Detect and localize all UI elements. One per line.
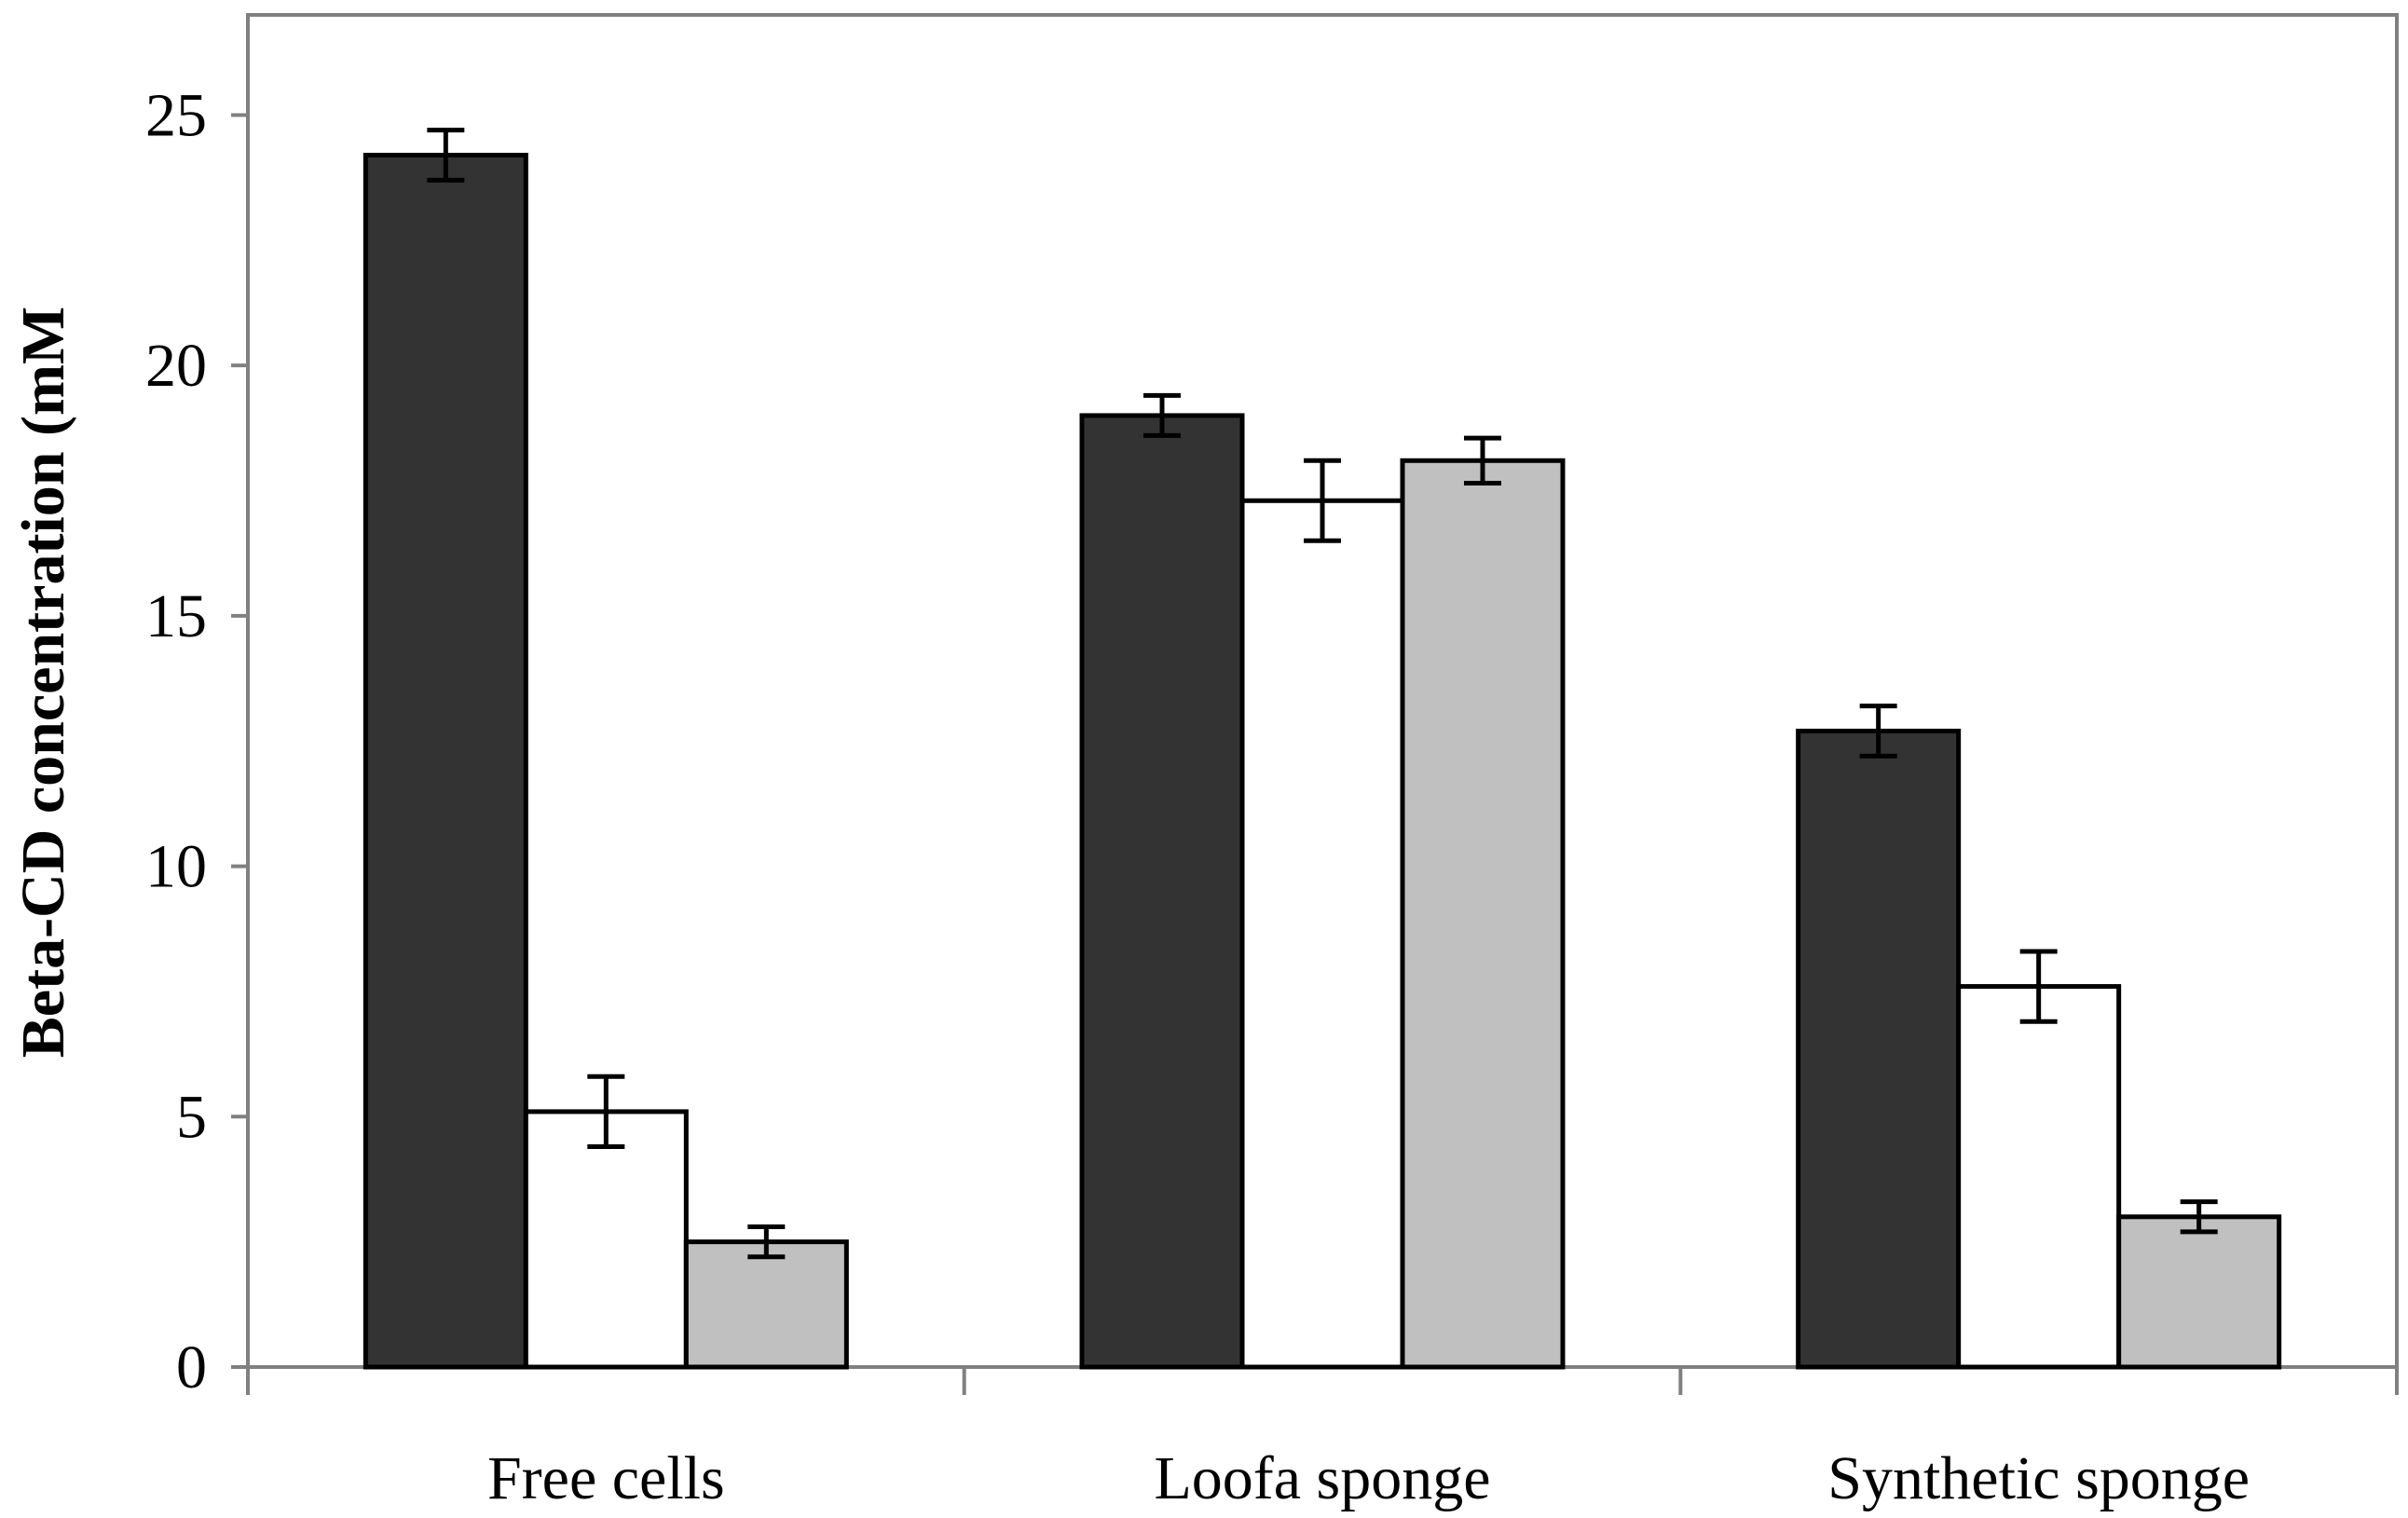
x-axis-ticks: Free cells Loofa sponge Synthetic sponge: [246, 1367, 2399, 1512]
y-tick-label: 10: [145, 833, 207, 901]
y-tick-label: 15: [145, 582, 207, 650]
bar-2: [523, 1109, 689, 1370]
bar-3: [2116, 1214, 2282, 1370]
bar-2: [1239, 498, 1405, 1370]
bar-3: [1400, 458, 1566, 1370]
bar-1: [1796, 728, 1962, 1370]
y-tick-label: 20: [145, 332, 207, 400]
bar-series-group: [363, 152, 2282, 1370]
x-category-label: Synthetic sponge: [1827, 1444, 2250, 1512]
bar-2: [1956, 984, 2122, 1370]
x-category-label: Free cells: [487, 1444, 725, 1512]
bar-3: [683, 1239, 849, 1370]
x-category-label: Loofa sponge: [1154, 1444, 1490, 1512]
y-tick-label: 5: [176, 1083, 207, 1151]
bar-1: [363, 152, 528, 1370]
error-bars-group: [427, 128, 2218, 1260]
y-tick-label: 25: [145, 81, 207, 149]
y-tick-label: 0: [176, 1333, 207, 1402]
bar-1: [1079, 413, 1245, 1370]
y-axis-ticks: 0 5 10 15 20 25: [145, 81, 248, 1402]
y-axis-title: Beta-CD concentration (mM: [9, 307, 77, 1058]
